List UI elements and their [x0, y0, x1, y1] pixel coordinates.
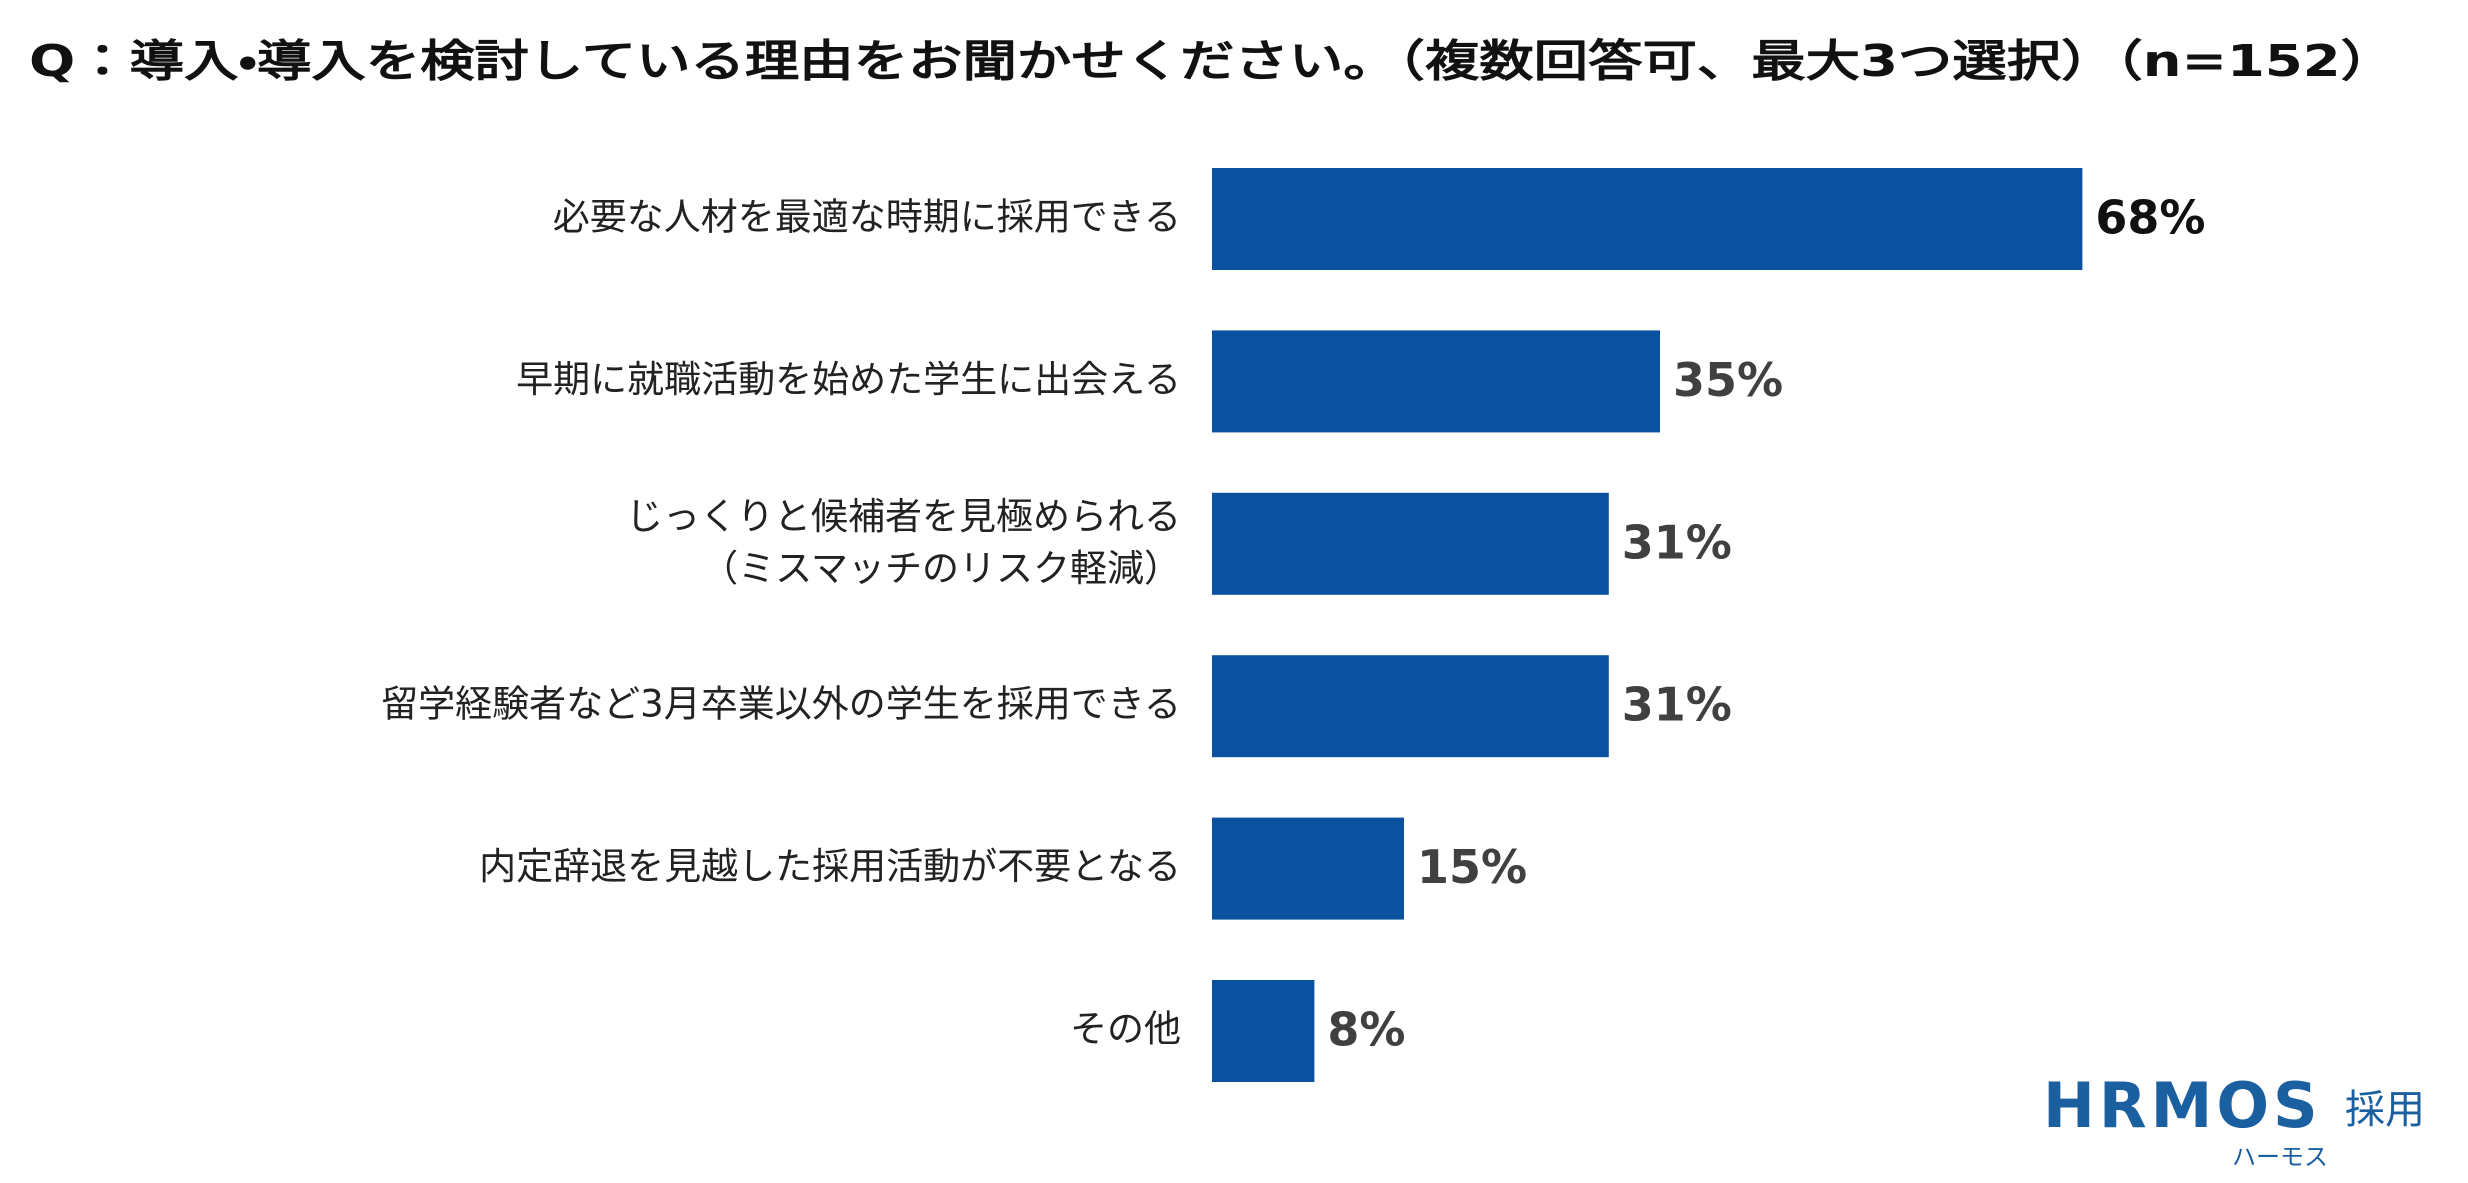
category-label: その他 [1070, 1008, 1181, 1051]
category-label: 留学経験者など3月卒業以外の学生を採用できる [381, 683, 1181, 726]
chart-title: Q：導入・導入を検討している理由をお聞かせください。（複数回答可、最大3つ選択）… [29, 36, 2395, 87]
value-label: 31% [1622, 678, 1732, 732]
category-label: 内定辞退を見越した採用活動が不要となる [479, 845, 1181, 888]
brand-suffix: 採用 [2345, 1087, 2425, 1133]
bar [1212, 655, 1609, 758]
value-label: 31% [1622, 515, 1732, 569]
bar [1212, 980, 1315, 1082]
bar [1212, 168, 2083, 270]
bar [1212, 817, 1404, 920]
category-label: じっくりと候補者を見極められる（ミスマッチのリスク軽減） [626, 494, 1181, 589]
value-label: 35% [1673, 353, 1783, 407]
category-label: 早期に就職活動を始めた学生に出会える [516, 358, 1181, 401]
brand-reading: ハーモス [2232, 1143, 2328, 1171]
bar [1212, 492, 1609, 595]
value-label: 8% [1327, 1003, 1405, 1057]
brand-name: HRMOS [2043, 1069, 2322, 1142]
category-label: 必要な人材を最適な時期に採用できる [553, 196, 1181, 239]
bar [1212, 330, 1660, 433]
value-label: 15% [1417, 840, 1527, 894]
value-label: 68% [2095, 191, 2205, 245]
